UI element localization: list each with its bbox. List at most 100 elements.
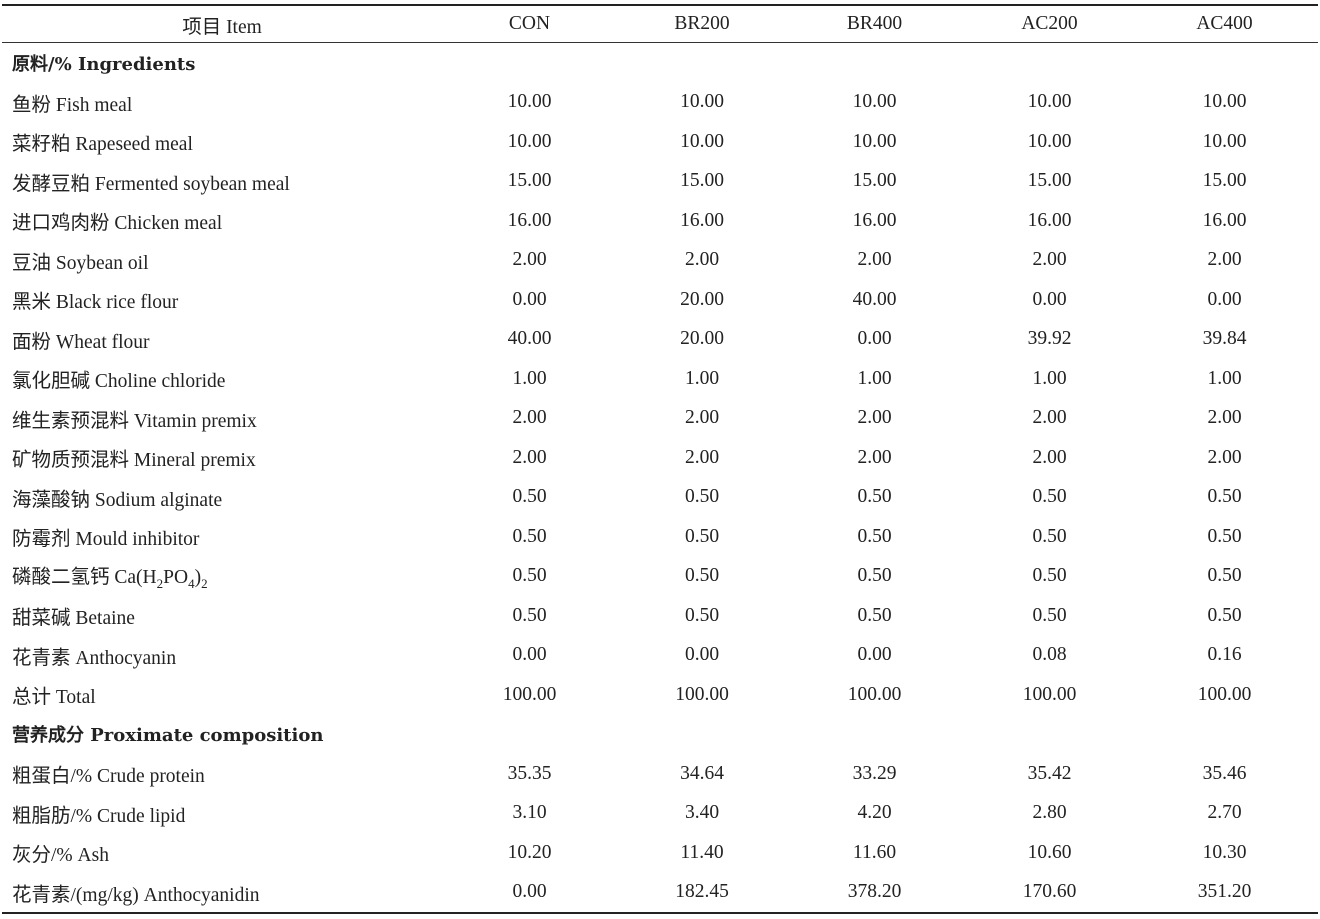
table-cell: 2.80 (1032, 802, 1067, 824)
table-row: 黑米 Black rice flour 0.00 20.00 40.00 0.00 0.0… (2, 280, 1320, 320)
table-cell: 2.00 (1032, 407, 1067, 429)
table-cell: 10.60 (1027, 841, 1072, 863)
section-header-row: 原料/% Ingredients (2, 43, 1320, 83)
table-cell: 16.00 (1202, 209, 1247, 231)
table-cell: 0.50 (684, 486, 720, 508)
table-row: 磷酸二氢钙 Ca(H2PO4)2 0.50 0.50 0.50 0.50 0.50 (2, 557, 1320, 597)
table-cell: 10.00 (1202, 91, 1247, 113)
table-row: 防霉剂 Mould inhibitor 0.50 0.50 0.50 0.50 0.50 (2, 517, 1320, 557)
table-cell: 15.00 (507, 170, 552, 192)
header-item: 项目 Item (182, 16, 262, 38)
row-label: 粗蛋白/% Crude protein (12, 766, 205, 788)
table-cell: 3.10 (512, 802, 547, 824)
table-cell: 0.00 (684, 644, 720, 666)
table-cell: 40.00 (507, 328, 552, 350)
row-label: 黑米 Black rice flour (12, 292, 179, 314)
row-label: 发酵豆粕 Fermented soybean meal (12, 173, 290, 195)
row-label: 花青素 Anthocyanin (12, 647, 177, 669)
table-cell: 2.00 (1032, 446, 1067, 468)
section-title: 原料/% Ingredients (12, 53, 196, 75)
table-cell: 3.40 (684, 802, 720, 824)
table-cell: 10.00 (1027, 91, 1072, 113)
row-label: 鱼粉 Fish meal (12, 94, 133, 116)
table-cell: 39.92 (1027, 328, 1072, 350)
table-row: 花青素 Anthocyanin 0.00 0.00 0.00 0.08 0.16 (2, 636, 1320, 676)
table-cell: 2.00 (684, 249, 720, 271)
header-ac400: AC400 (1196, 13, 1253, 34)
table-cell: 33.29 (852, 762, 897, 784)
table-cell: 40.00 (852, 288, 897, 310)
table-cell: 10.00 (507, 91, 552, 113)
table-cell: 16.00 (852, 209, 897, 231)
table-cell: 16.00 (507, 209, 552, 231)
table-cell: 16.00 (1027, 209, 1072, 231)
table-cell: 378.20 (847, 881, 902, 903)
table-cell: 0.16 (1207, 644, 1242, 666)
table-cell: 0.00 (512, 881, 547, 903)
table-cell: 35.35 (507, 762, 552, 784)
table-row: 粗蛋白/% Crude protein 35.35 34.64 33.29 35.42 3… (2, 754, 1320, 794)
table-cell: 0.50 (684, 604, 720, 626)
row-label: 维生素预混料 Vitamin premix (12, 410, 257, 432)
header-br200: BR200 (674, 13, 730, 34)
table-cell: 2.00 (512, 249, 547, 271)
table-cell: 0.00 (512, 644, 547, 666)
table-cell: 0.50 (512, 486, 547, 508)
table-cell: 0.50 (1032, 604, 1067, 626)
composition-table-container: 项目 Item CON BR200 BR400 AC200 AC400 原料/%… (2, 4, 1318, 914)
row-label: 面粉 Wheat flour (12, 331, 150, 353)
table-top-rule (2, 4, 1318, 6)
table-cell: 0.50 (684, 525, 720, 547)
table-cell: 10.30 (1202, 841, 1247, 863)
table-cell: 20.00 (680, 288, 724, 310)
table-cell: 100.00 (1022, 683, 1077, 705)
table-cell: 0.00 (1207, 288, 1242, 310)
table-cell: 0.50 (512, 604, 547, 626)
table-cell: 0.50 (1032, 525, 1067, 547)
table-cell: 100.00 (847, 683, 902, 705)
table-cell: 0.50 (1207, 565, 1242, 587)
table-cell: 100.00 (502, 683, 557, 705)
table-cell: 100.00 (1197, 683, 1252, 705)
row-label: 菜籽粕 Rapeseed meal (12, 134, 193, 156)
table-row: 维生素预混料 Vitamin premix 2.00 2.00 2.00 2.00 2.0… (2, 399, 1320, 439)
table-cell: 10.00 (1027, 130, 1072, 152)
table-cell: 0.00 (857, 644, 892, 666)
table-cell: 0.00 (512, 288, 547, 310)
table-cell: 0.50 (1207, 486, 1242, 508)
table-cell: 2.00 (684, 407, 720, 429)
table-cell: 11.40 (680, 841, 724, 863)
table-cell: 0.50 (857, 486, 892, 508)
row-label: 进口鸡肉粉 Chicken meal (12, 213, 223, 235)
row-label: 海藻酸钠 Sodium alginate (12, 489, 223, 511)
table-cell: 0.08 (1032, 644, 1067, 666)
table-cell: 15.00 (1027, 170, 1072, 192)
table-cell: 0.50 (857, 565, 892, 587)
table-cell: 15.00 (680, 170, 724, 192)
table-cell: 0.50 (857, 525, 892, 547)
row-label: 氯化胆碱 Choline chloride (12, 371, 226, 393)
header-con: CON (508, 13, 551, 34)
header-row: 项目 Item CON BR200 BR400 AC200 AC400 (2, 6, 1320, 42)
table-cell: 351.20 (1197, 881, 1252, 903)
table-cell: 10.00 (680, 130, 724, 152)
table-bottom-rule (2, 912, 1318, 914)
header-br400: BR400 (846, 13, 903, 34)
row-label-formula: 磷酸二氢钙 Ca(H2PO4)2 (12, 567, 208, 592)
section-title: 营养成分 Proximate composition (12, 725, 324, 747)
table-cell: 10.00 (1202, 130, 1247, 152)
table-cell: 2.00 (1207, 407, 1242, 429)
table-cell: 15.00 (852, 170, 897, 192)
table-cell: 182.45 (675, 881, 729, 903)
row-label: 矿物质预混料 Mineral premix (12, 450, 256, 472)
table-cell: 10.00 (507, 130, 552, 152)
table-cell: 0.50 (857, 604, 892, 626)
table-cell: 11.60 (852, 841, 897, 863)
table-cell: 2.00 (684, 446, 720, 468)
row-label: 甜菜碱 Betaine (12, 608, 135, 630)
table-cell: 2.70 (1207, 802, 1242, 824)
table-row: 鱼粉 Fish meal 10.00 10.00 10.00 10.00 10.00 (2, 83, 1320, 123)
table-row: 灰分/% Ash 10.20 11.40 11.60 10.60 10.30 (2, 833, 1320, 873)
table-cell: 0.50 (1207, 604, 1242, 626)
table-cell: 15.00 (1202, 170, 1247, 192)
